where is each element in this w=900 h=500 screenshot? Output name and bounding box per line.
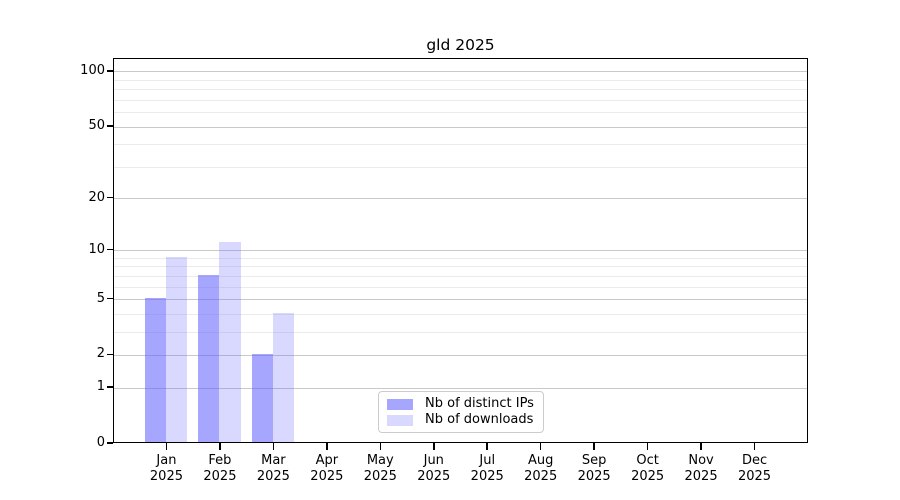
gridline-major: [114, 354, 807, 356]
x-tick-month: Jun: [423, 453, 444, 468]
x-tick-year: 2025: [310, 468, 344, 484]
bar-distinct-ips: [251, 353, 273, 443]
y-tick-label: 1: [96, 379, 105, 395]
x-tick-year: 2025: [524, 468, 558, 484]
gridline-major: [114, 299, 807, 301]
legend-swatch-distinct-ips: [387, 398, 413, 410]
x-tick-mark: [433, 443, 435, 450]
legend-label-distinct-ips: Nb of distinct IPs: [425, 396, 534, 411]
gridline-major: [114, 250, 807, 252]
gridline-minor: [114, 286, 807, 288]
x-tick-month: Dec: [741, 453, 768, 468]
gridline-minor: [114, 257, 807, 259]
gridline-major: [114, 198, 807, 200]
x-tick-label: May 2025: [348, 453, 412, 484]
y-tick-label: 10: [88, 241, 105, 257]
y-tick-mark: [106, 70, 113, 72]
x-tick-label: Jan 2025: [134, 453, 198, 484]
x-tick-label: Apr 2025: [295, 453, 359, 484]
x-tick-mark: [219, 443, 221, 450]
x-tick-label: Feb 2025: [188, 453, 252, 484]
x-tick-year: 2025: [363, 468, 397, 484]
gridline-minor: [114, 79, 807, 81]
x-tick-month: Jan: [156, 453, 177, 468]
x-tick-label: Mar 2025: [241, 453, 305, 484]
legend-label-downloads: Nb of downloads: [425, 412, 534, 427]
x-tick-year: 2025: [737, 468, 772, 484]
bar-distinct-ips: [144, 298, 166, 443]
y-tick-label: 50: [88, 118, 105, 134]
x-tick-year: 2025: [203, 468, 237, 484]
gridline-minor: [114, 331, 807, 333]
gridline-major: [114, 71, 807, 73]
gridline-minor: [114, 313, 807, 315]
y-tick-mark: [106, 297, 113, 300]
x-tick-year: 2025: [631, 468, 665, 484]
x-tick-month: Jul: [479, 453, 496, 468]
x-tick-year: 2025: [149, 468, 183, 484]
bar-downloads: [219, 242, 241, 443]
x-tick-month: Sep: [581, 453, 607, 468]
x-tick-month: Oct: [636, 453, 659, 468]
legend-item-downloads: Nb of downloads: [387, 412, 535, 428]
x-tick-label: Dec 2025: [723, 453, 787, 484]
bar-distinct-ips: [198, 274, 220, 443]
x-tick-month: May: [366, 453, 394, 468]
x-tick-label: Oct 2025: [616, 453, 680, 484]
gridline-minor: [114, 166, 807, 168]
x-tick-mark: [272, 443, 275, 450]
legend: Nb of distinct IPs Nb of downloads: [378, 391, 544, 433]
x-tick-label: Jul 2025: [455, 453, 519, 484]
x-tick-month: Aug: [527, 453, 554, 468]
x-tick-month: Feb: [208, 453, 232, 468]
y-tick-mark: [106, 248, 113, 251]
gridline-minor: [114, 112, 807, 114]
y-tick-mark: [106, 196, 113, 199]
y-tick-mark: [106, 353, 113, 356]
x-tick-month: Apr: [315, 453, 339, 468]
x-tick-mark: [326, 443, 328, 450]
gridline-major: [114, 387, 807, 389]
x-tick-mark: [646, 443, 649, 450]
y-tick-label: 0: [96, 435, 105, 450]
x-tick-label: Sep 2025: [562, 453, 626, 484]
y-tick-label: 100: [80, 62, 105, 78]
x-tick-mark: [700, 443, 702, 450]
y-tick-mark: [106, 125, 113, 127]
x-tick-year: 2025: [684, 468, 718, 484]
x-tick-year: 2025: [256, 468, 290, 484]
y-tick-label: 5: [96, 290, 105, 306]
x-tick-mark: [753, 443, 756, 450]
x-tick-label: Jun 2025: [402, 453, 466, 484]
legend-swatch-downloads: [387, 414, 413, 426]
legend-item-distinct-ips: Nb of distinct IPs: [387, 396, 535, 412]
x-tick-year: 2025: [577, 468, 611, 484]
x-tick-year: 2025: [417, 468, 451, 484]
y-tick-mark: [106, 386, 113, 388]
x-tick-label: Nov 2025: [669, 453, 733, 484]
x-tick-mark: [539, 443, 542, 450]
gridline-minor: [114, 89, 807, 91]
gridline-minor: [114, 275, 807, 277]
x-tick-month: Mar: [261, 453, 286, 468]
x-tick-mark: [486, 443, 488, 450]
y-tick-label: 20: [88, 189, 105, 205]
chart-title: gld 2025: [426, 36, 495, 54]
x-tick-mark: [593, 443, 595, 450]
gridline-major: [114, 126, 807, 128]
gridline-minor: [114, 144, 807, 146]
gridline-minor: [114, 99, 807, 101]
y-tick-label: 2: [96, 346, 105, 362]
x-tick-mark: [165, 443, 168, 450]
x-tick-label: Aug 2025: [509, 453, 573, 484]
plot-area: [113, 58, 808, 443]
bar-downloads: [165, 256, 188, 443]
gridline-minor: [114, 266, 807, 268]
x-tick-mark: [379, 443, 382, 450]
x-tick-year: 2025: [470, 468, 504, 484]
x-tick-month: Nov: [688, 453, 714, 468]
y-tick-mark: [106, 442, 113, 444]
bar-downloads: [272, 312, 295, 443]
